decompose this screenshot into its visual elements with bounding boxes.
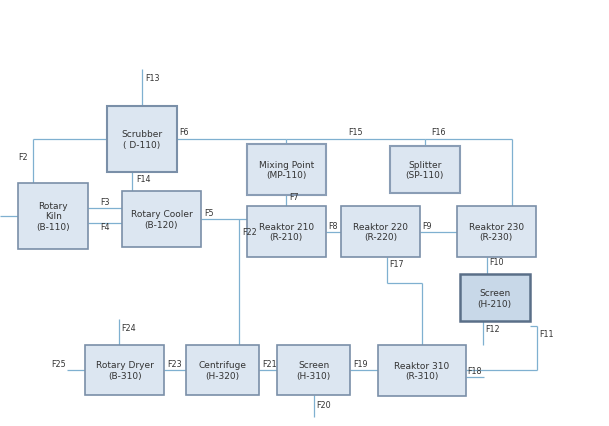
Text: Reaktor 220
(R-220): Reaktor 220 (R-220) xyxy=(353,222,408,242)
Text: Centrifuge
(H-320): Centrifuge (H-320) xyxy=(199,360,246,380)
Text: Rotary
Kiln
(B-110): Rotary Kiln (B-110) xyxy=(37,201,70,231)
Text: Reaktor 230
(R-230): Reaktor 230 (R-230) xyxy=(469,222,524,242)
Text: F19: F19 xyxy=(353,359,368,368)
FancyBboxPatch shape xyxy=(247,207,326,258)
Text: F15: F15 xyxy=(348,128,363,137)
FancyBboxPatch shape xyxy=(247,145,326,196)
Text: Screen
(H-210): Screen (H-210) xyxy=(477,288,512,308)
Text: F11: F11 xyxy=(539,330,554,339)
Text: Mixing Point
(MP-110): Mixing Point (MP-110) xyxy=(259,161,314,180)
FancyBboxPatch shape xyxy=(341,207,420,258)
Text: F14: F14 xyxy=(136,174,150,183)
Text: F8: F8 xyxy=(328,221,338,230)
FancyBboxPatch shape xyxy=(390,147,460,194)
Text: F25: F25 xyxy=(51,359,66,368)
FancyBboxPatch shape xyxy=(85,345,164,395)
Text: F24: F24 xyxy=(121,323,136,332)
Text: F20: F20 xyxy=(316,400,331,409)
Text: Screen
(H-310): Screen (H-310) xyxy=(297,360,331,380)
FancyBboxPatch shape xyxy=(457,207,536,258)
FancyBboxPatch shape xyxy=(122,192,201,247)
Text: Reaktor 210
(R-210): Reaktor 210 (R-210) xyxy=(259,222,314,242)
FancyBboxPatch shape xyxy=(107,106,177,173)
Text: Scrubber
( D-110): Scrubber ( D-110) xyxy=(121,130,162,149)
Text: F17: F17 xyxy=(389,259,404,268)
Text: F23: F23 xyxy=(167,359,182,368)
Text: F4: F4 xyxy=(100,222,110,232)
Text: F18: F18 xyxy=(468,366,482,375)
Text: F22: F22 xyxy=(242,227,256,236)
Text: F5: F5 xyxy=(205,208,214,217)
Text: Rotary Dryer
(B-310): Rotary Dryer (B-310) xyxy=(96,360,154,380)
FancyBboxPatch shape xyxy=(186,345,259,395)
Text: Rotary Cooler
(B-120): Rotary Cooler (B-120) xyxy=(130,210,192,229)
FancyBboxPatch shape xyxy=(460,275,530,322)
Text: F6: F6 xyxy=(180,128,189,137)
FancyBboxPatch shape xyxy=(277,345,350,395)
Text: Reaktor 310
(R-310): Reaktor 310 (R-310) xyxy=(394,361,449,380)
Text: F10: F10 xyxy=(490,257,504,266)
Text: F3: F3 xyxy=(100,197,110,207)
Text: F21: F21 xyxy=(262,359,276,368)
Text: F9: F9 xyxy=(423,221,432,230)
Text: Splitter
(SP-110): Splitter (SP-110) xyxy=(406,161,444,180)
Text: F2: F2 xyxy=(18,153,28,161)
Text: F12: F12 xyxy=(485,324,500,333)
Text: F13: F13 xyxy=(145,74,160,83)
Text: F16: F16 xyxy=(431,128,445,137)
FancyBboxPatch shape xyxy=(18,183,88,249)
FancyBboxPatch shape xyxy=(378,345,466,396)
Text: F7: F7 xyxy=(289,192,299,201)
